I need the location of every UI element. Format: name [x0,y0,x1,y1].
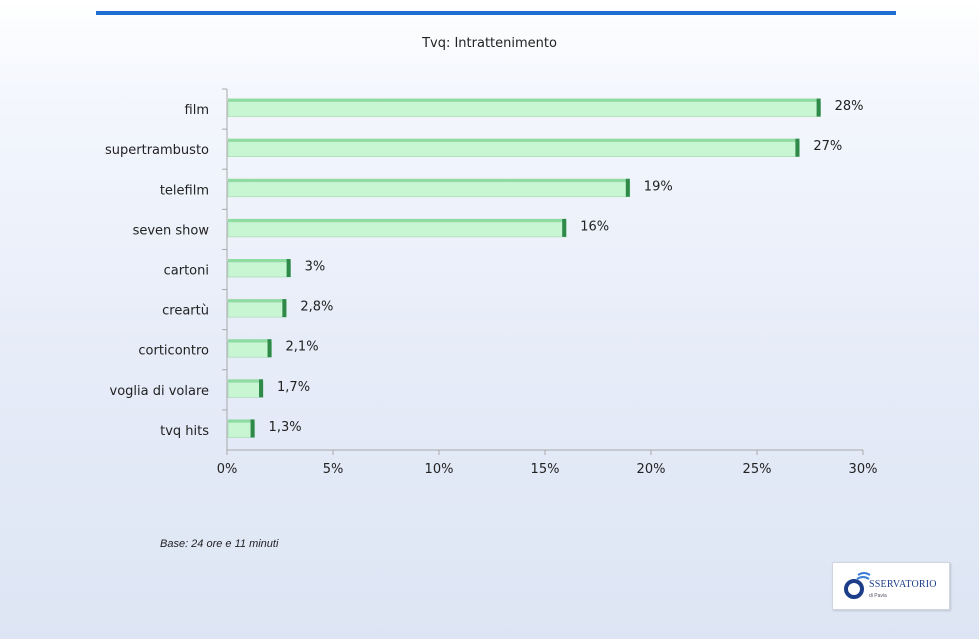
logo-subtext: di Pavia [869,593,887,599]
category-label: cartoni [164,264,209,279]
value-label: 27% [813,139,842,154]
bar-top-face [228,138,800,142]
bar-top-face [228,299,287,303]
value-label: 16% [580,219,609,234]
bar-top-face [228,419,255,423]
bar-end-cap [625,178,630,197]
base-note: Base: 24 ore e 11 minuti [160,538,279,550]
category-label: seven show [133,223,210,238]
bar-top-face [228,178,630,182]
bar [227,141,800,157]
bar-top-face [228,98,821,102]
bar-top-face [228,259,291,262]
value-label: 3% [305,260,326,275]
observatory-logo-icon [844,572,871,599]
bar [227,382,264,398]
logo-text: SSERVATORIO [869,579,937,590]
value-label: 2,1% [286,340,319,355]
bar-end-cap [267,339,272,358]
bar [227,221,567,238]
bar [227,261,291,278]
x-tick-label: 10% [425,462,454,477]
value-label: 28% [835,99,864,114]
bar [227,341,272,358]
bar [227,181,631,198]
category-label: tvq hits [160,424,209,439]
value-label: 2,8% [300,300,333,315]
bar-top-face [228,218,567,222]
bar-top-face [228,339,272,343]
category-label: voglia di volare [110,384,210,399]
x-tick-label: 30% [849,462,878,477]
bar-end-cap [816,98,821,117]
bar-end-cap [795,138,800,157]
bar-top-face [228,379,264,383]
value-label: 1,3% [269,420,302,435]
category-label: film [185,103,209,118]
category-label: corticontro [138,344,209,359]
bar-end-cap [286,259,291,277]
x-tick-label: 0% [217,462,238,477]
chart-title: Tvq: Intrattenimento [422,36,557,51]
category-label: creartù [162,304,209,319]
x-tick-label: 25% [743,462,772,477]
category-label: telefilm [160,183,209,198]
top-rule [96,11,896,15]
category-label: supertrambusto [105,143,209,158]
value-label: 19% [644,179,673,194]
value-label: 1,7% [277,380,310,395]
observatory-logo: SSERVATORIO di Pavia [832,562,950,610]
bar-end-cap [282,299,287,318]
bar-end-cap [562,218,567,237]
x-tick-label: 20% [637,462,666,477]
x-tick-label: 5% [323,462,344,477]
bar-end-cap [259,379,264,398]
bar [227,101,821,117]
bar-end-cap [250,419,255,438]
bar [227,301,287,318]
x-tick-label: 15% [531,462,560,477]
